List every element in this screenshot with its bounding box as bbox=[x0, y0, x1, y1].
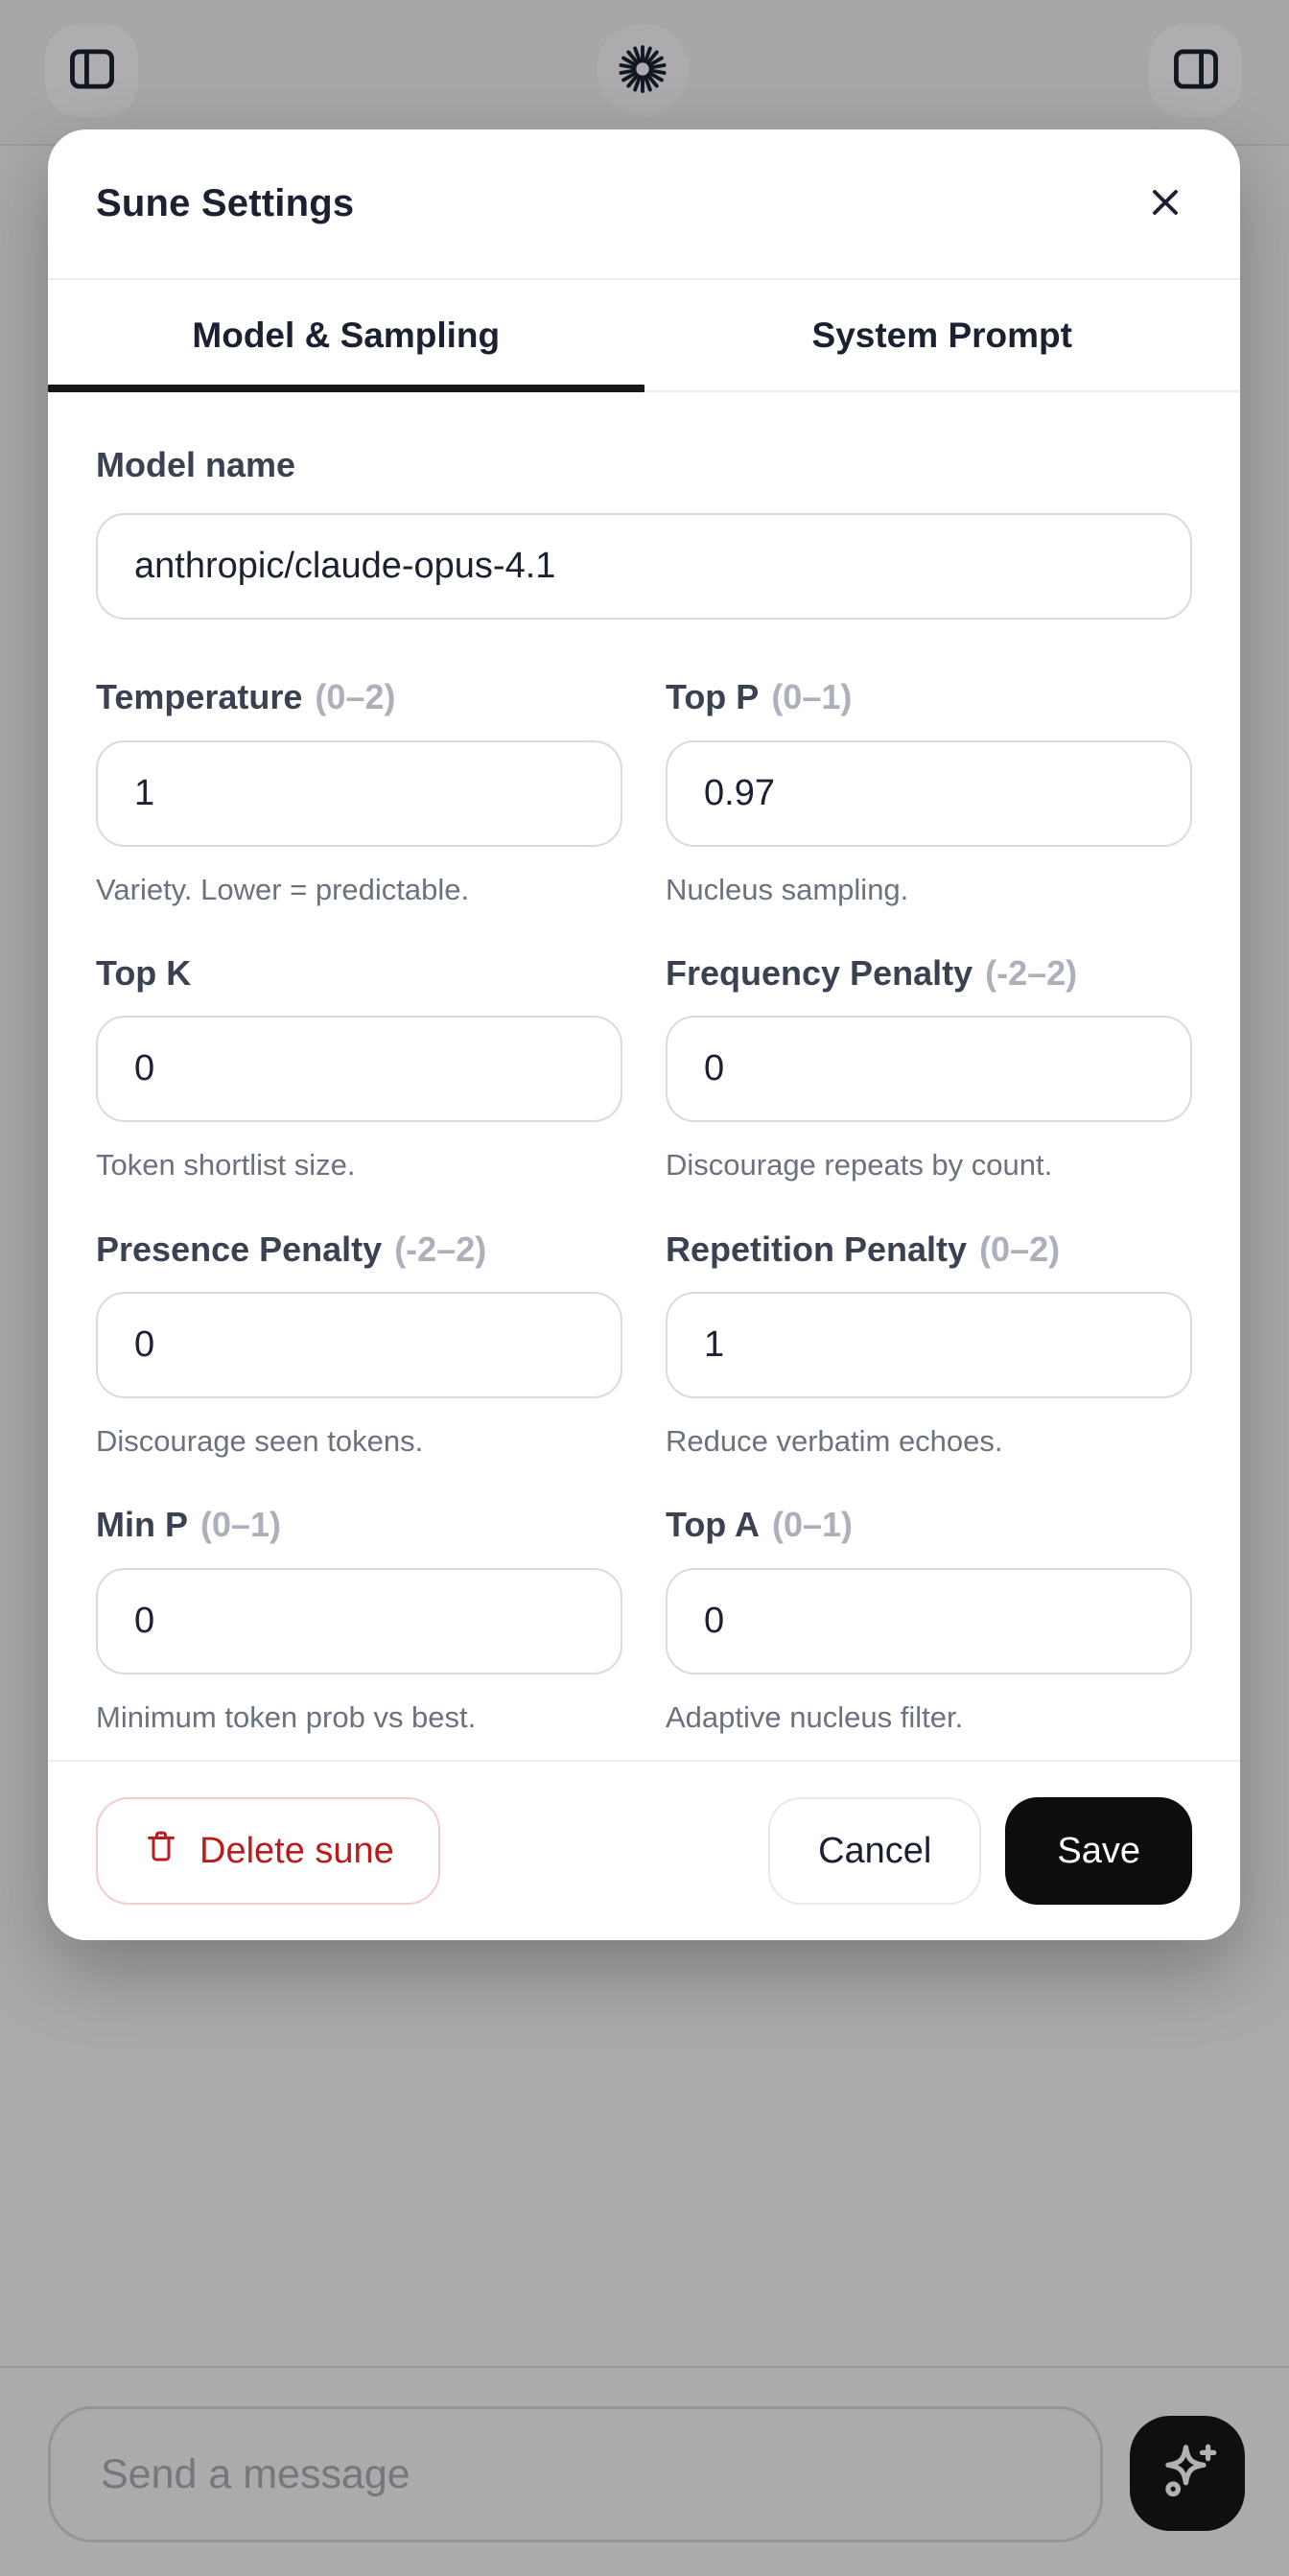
range-hint: (0–1) bbox=[771, 1505, 854, 1545]
delete-sune-label: Delete sune bbox=[199, 1830, 394, 1871]
field-temperature: Temperature (0–2) Variety. Lower = predi… bbox=[96, 631, 622, 907]
frequency-penalty-help: Discourage repeats by count. bbox=[666, 1148, 1053, 1183]
presence-penalty-input[interactable] bbox=[96, 1291, 622, 1398]
close-button[interactable] bbox=[1138, 177, 1192, 231]
dialog-footer: Delete sune Cancel Save bbox=[48, 1760, 1240, 1940]
top-bar bbox=[0, 0, 1289, 146]
repetition-penalty-input[interactable] bbox=[666, 1291, 1192, 1398]
dialog-header: Sune Settings bbox=[48, 129, 1240, 280]
top-a-label: Top A (0–1) bbox=[666, 1505, 854, 1545]
top-p-input[interactable] bbox=[666, 739, 1192, 847]
app-logo-button[interactable] bbox=[597, 24, 689, 116]
top-k-help: Token shortlist size. bbox=[96, 1148, 356, 1183]
settings-tabs: Model & Sampling System Prompt bbox=[48, 280, 1240, 392]
presence-penalty-help: Discourage seen tokens. bbox=[96, 1423, 424, 1458]
min-p-input[interactable] bbox=[96, 1567, 622, 1674]
dialog-title: Sune Settings bbox=[96, 182, 355, 224]
model-name-input[interactable] bbox=[96, 513, 1192, 621]
cancel-button[interactable]: Cancel bbox=[768, 1797, 982, 1905]
close-icon bbox=[1144, 181, 1186, 226]
sidebar-left-icon bbox=[64, 41, 120, 100]
temperature-label: Temperature (0–2) bbox=[96, 677, 396, 717]
temperature-help: Variety. Lower = predictable. bbox=[96, 872, 470, 906]
frequency-penalty-input[interactable] bbox=[666, 1016, 1192, 1123]
range-hint: (0–2) bbox=[979, 1229, 1061, 1269]
range-hint: (0–1) bbox=[771, 677, 853, 717]
sampling-grid: Temperature (0–2) Variety. Lower = predi… bbox=[96, 631, 1192, 1734]
top-a-help: Adaptive nucleus filter. bbox=[666, 1699, 964, 1734]
field-top-k: Top K Token shortlist size. bbox=[96, 907, 622, 1183]
temperature-input[interactable] bbox=[96, 739, 622, 847]
min-p-label: Min P (0–1) bbox=[96, 1505, 282, 1545]
delete-sune-button[interactable]: Delete sune bbox=[96, 1797, 440, 1905]
message-composer-bar bbox=[0, 2366, 1289, 2576]
trash-icon bbox=[142, 1827, 180, 1875]
toggle-left-sidebar-button[interactable] bbox=[45, 24, 138, 117]
tab-system-prompt[interactable]: System Prompt bbox=[644, 280, 1241, 390]
range-hint: (0–2) bbox=[315, 677, 396, 717]
field-presence-penalty: Presence Penalty (-2–2) Discourage seen … bbox=[96, 1183, 622, 1460]
top-k-input[interactable] bbox=[96, 1016, 622, 1123]
message-input[interactable] bbox=[48, 2406, 1103, 2542]
sidebar-right-icon bbox=[1168, 41, 1224, 100]
model-name-label: Model name bbox=[96, 445, 296, 484]
save-button[interactable]: Save bbox=[1005, 1797, 1192, 1905]
field-repetition-penalty: Repetition Penalty (0–2) Reduce verbatim… bbox=[666, 1183, 1192, 1460]
range-hint: (-2–2) bbox=[985, 952, 1078, 993]
send-button[interactable] bbox=[1130, 2416, 1245, 2531]
frequency-penalty-label: Frequency Penalty (-2–2) bbox=[666, 952, 1078, 993]
presence-penalty-label: Presence Penalty (-2–2) bbox=[96, 1229, 487, 1269]
sparkle-plus-icon bbox=[1152, 2437, 1223, 2511]
range-hint: (-2–2) bbox=[394, 1229, 487, 1269]
top-p-label: Top P (0–1) bbox=[666, 677, 853, 717]
top-a-input[interactable] bbox=[666, 1567, 1192, 1674]
sune-settings-dialog: Sune Settings Model & Sampling System Pr… bbox=[48, 129, 1240, 1940]
field-min-p: Min P (0–1) Minimum token prob vs best. bbox=[96, 1459, 622, 1735]
field-top-a: Top A (0–1) Adaptive nucleus filter. bbox=[666, 1459, 1192, 1735]
top-k-label: Top K bbox=[96, 952, 192, 993]
field-frequency-penalty: Frequency Penalty (-2–2) Discourage repe… bbox=[666, 907, 1192, 1183]
range-hint: (0–1) bbox=[200, 1505, 282, 1545]
field-top-p: Top P (0–1) Nucleus sampling. bbox=[666, 631, 1192, 907]
settings-form: Model name Temperature (0–2) Variety. Lo… bbox=[48, 392, 1240, 1760]
toggle-right-sidebar-button[interactable] bbox=[1149, 24, 1242, 117]
top-p-help: Nucleus sampling. bbox=[666, 872, 909, 906]
repetition-penalty-label: Repetition Penalty (0–2) bbox=[666, 1229, 1061, 1269]
starburst-icon bbox=[615, 41, 670, 100]
repetition-penalty-help: Reduce verbatim echoes. bbox=[666, 1423, 1003, 1458]
min-p-help: Minimum token prob vs best. bbox=[96, 1699, 477, 1734]
tab-model-sampling[interactable]: Model & Sampling bbox=[48, 280, 644, 392]
